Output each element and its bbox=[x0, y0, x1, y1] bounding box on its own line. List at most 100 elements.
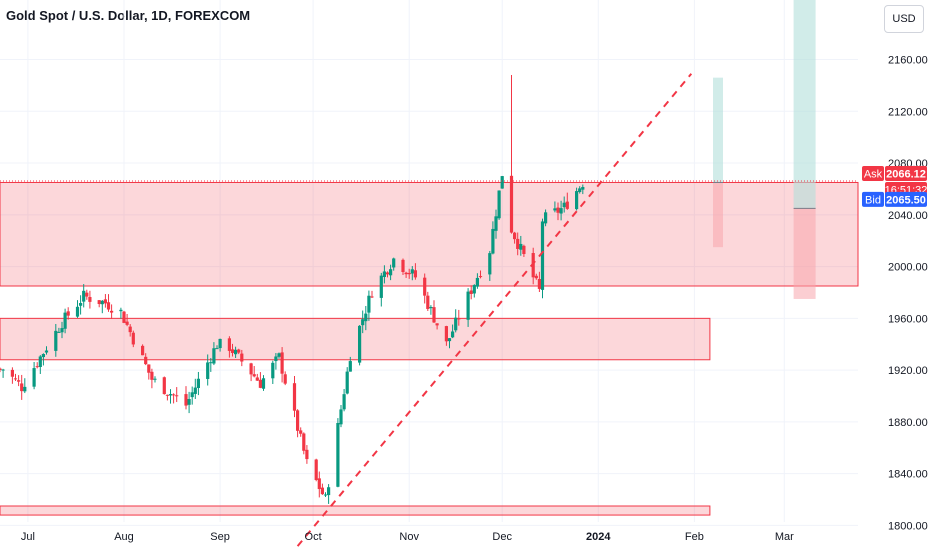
candle-body bbox=[429, 306, 433, 309]
position-projections bbox=[713, 0, 816, 299]
candle-body bbox=[292, 383, 297, 411]
time-axis-label: Sep bbox=[210, 531, 230, 543]
price-axis-label: 1880.00 bbox=[888, 417, 928, 429]
projection-stop-1 bbox=[713, 182, 723, 248]
candle-body bbox=[0, 368, 2, 370]
candle-body bbox=[1, 369, 5, 371]
candle-body bbox=[249, 363, 253, 375]
candle-body bbox=[230, 349, 235, 353]
candle-body bbox=[88, 296, 92, 302]
candle-body bbox=[488, 253, 492, 275]
candle-body bbox=[447, 338, 452, 342]
time-axis-label: Mar bbox=[775, 531, 794, 543]
candle-body bbox=[54, 330, 58, 351]
candle-body bbox=[522, 245, 526, 255]
candle-body bbox=[432, 307, 436, 323]
candle-body bbox=[280, 352, 284, 374]
candle-body bbox=[227, 338, 231, 351]
candle-body bbox=[519, 243, 523, 250]
candle-body bbox=[255, 377, 259, 381]
ask-price-tag-bg bbox=[885, 166, 927, 182]
candle-body bbox=[413, 270, 417, 278]
candle-body bbox=[128, 326, 132, 333]
candle-body bbox=[472, 285, 476, 294]
candle-body bbox=[32, 368, 36, 387]
candle-body bbox=[162, 377, 166, 395]
candle-body bbox=[85, 292, 89, 297]
candle-body bbox=[103, 299, 107, 304]
candle-body bbox=[466, 291, 470, 320]
ask-label-bg bbox=[862, 166, 884, 182]
candle-body bbox=[342, 394, 346, 410]
candle-body bbox=[168, 394, 173, 396]
candle-body bbox=[234, 349, 238, 355]
candle-body bbox=[110, 310, 114, 313]
projection-target-1 bbox=[713, 77, 723, 183]
candle-body bbox=[283, 374, 287, 384]
candle-body bbox=[106, 302, 111, 310]
candle-body bbox=[475, 277, 479, 287]
candle-body bbox=[379, 275, 383, 298]
candle-body bbox=[544, 212, 548, 224]
candle-body bbox=[125, 321, 129, 325]
time-axis-label: Jul bbox=[21, 531, 35, 543]
candle-body bbox=[364, 313, 368, 322]
candle-body bbox=[435, 323, 439, 326]
candle-body bbox=[540, 221, 545, 290]
bid-price-tag: 2065.50 bbox=[886, 194, 926, 206]
candle-body bbox=[410, 269, 414, 274]
candle-body bbox=[35, 366, 39, 368]
candle-body bbox=[314, 459, 318, 480]
candle-body bbox=[271, 362, 275, 379]
time-axis-label: Feb bbox=[685, 531, 704, 543]
candle-body bbox=[237, 349, 241, 353]
price-zone-3 bbox=[0, 505, 711, 516]
price-axis-label: 1960.00 bbox=[888, 313, 928, 325]
candle-body bbox=[407, 272, 411, 275]
candle-body bbox=[218, 338, 222, 349]
candle-body bbox=[423, 277, 427, 296]
candle-body bbox=[537, 279, 541, 289]
candle-body bbox=[240, 353, 244, 362]
candle-body bbox=[444, 326, 448, 342]
candle-body bbox=[296, 410, 300, 431]
candle-body bbox=[147, 364, 151, 373]
chart-title: Gold Spot / U.S. Dollar, 1D, FOREXCOM bbox=[6, 8, 251, 23]
candle-body bbox=[392, 258, 396, 268]
currency-selector[interactable]: USD bbox=[884, 5, 924, 33]
candle-body bbox=[141, 345, 145, 356]
time-axis-label: 2024 bbox=[586, 531, 611, 543]
candle-body bbox=[478, 276, 483, 278]
candle-body bbox=[184, 394, 188, 406]
candle-body bbox=[581, 187, 585, 190]
price-axis-label: 2040.00 bbox=[888, 210, 928, 222]
grid-lines bbox=[0, 0, 858, 526]
time-axis[interactable]: Jul Aug Sep Oct Nov Dec 2024 Feb Mar bbox=[21, 531, 794, 543]
candle-body bbox=[385, 272, 390, 275]
trendline[interactable] bbox=[296, 73, 693, 547]
candle-body bbox=[206, 362, 210, 379]
candle-body bbox=[320, 487, 324, 495]
time-axis-label: Oct bbox=[305, 531, 322, 543]
candle-body bbox=[100, 300, 104, 305]
candle-body bbox=[122, 311, 126, 323]
ask-price-tag: 2066.12 bbox=[886, 169, 926, 181]
candle-body bbox=[299, 430, 303, 434]
candle-body bbox=[38, 356, 42, 367]
price-axis[interactable]: 2160.002120.002080.002040.002000.001960.… bbox=[888, 55, 928, 533]
candle-body bbox=[358, 325, 362, 363]
candle-body bbox=[327, 487, 331, 496]
price-axis-label: 2000.00 bbox=[888, 262, 928, 274]
price-axis-label: 2160.00 bbox=[888, 55, 928, 67]
candle-body bbox=[426, 295, 430, 309]
candlestick-series bbox=[0, 75, 585, 504]
candle-body bbox=[17, 380, 21, 382]
candle-body bbox=[578, 188, 582, 193]
time-axis-label: Aug bbox=[114, 531, 134, 543]
candle-body bbox=[79, 303, 83, 306]
candle-body bbox=[97, 300, 101, 304]
candle-body bbox=[302, 433, 306, 451]
price-axis-label: 2120.00 bbox=[888, 106, 928, 118]
